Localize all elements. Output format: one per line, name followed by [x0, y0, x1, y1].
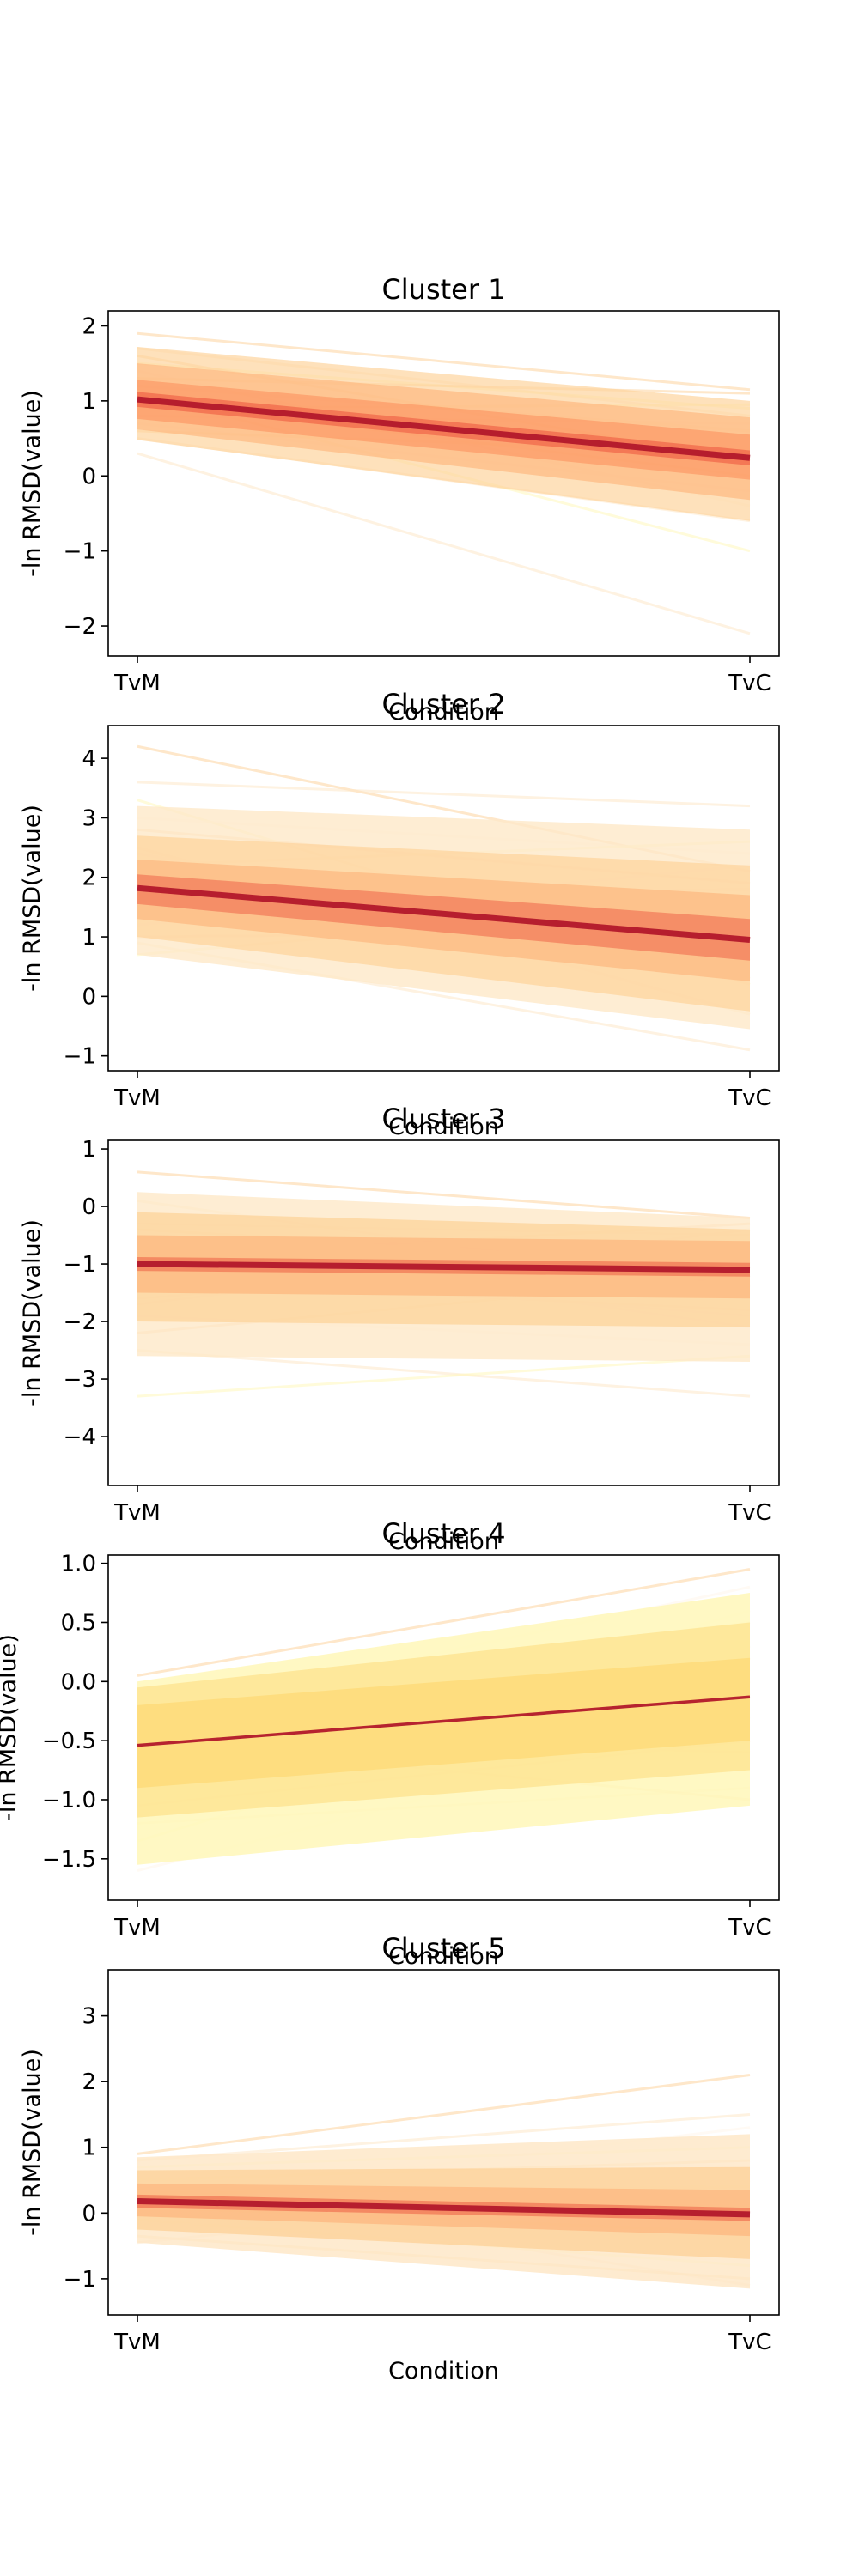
- sample-line: [137, 2074, 751, 2155]
- y-tick-label: 1: [82, 2136, 96, 2161]
- x-axis-label: Condition: [388, 1114, 499, 1140]
- y-tick-label: −1: [64, 1044, 96, 1070]
- y-tick-label: −1: [64, 2267, 96, 2293]
- y-tick-label: 1.0: [61, 1552, 96, 1577]
- y-axis-label: -ln RMSD(value): [19, 805, 46, 992]
- y-axis-label: -ln RMSD(value): [19, 2049, 46, 2236]
- mean-line: [137, 1695, 751, 1747]
- mean-line: [137, 396, 751, 461]
- y-tick-label: 1: [82, 389, 96, 415]
- x-axis-label: Condition: [388, 1528, 499, 1555]
- y-tick-label: 0: [82, 2201, 96, 2227]
- y-tick-label: −1: [64, 1252, 96, 1278]
- y-tick-label: 3: [82, 2004, 96, 2030]
- y-tick-label: 0: [82, 1194, 96, 1220]
- panel-title: Cluster 2: [381, 688, 505, 720]
- y-axis-label: -ln RMSD(value): [19, 1219, 46, 1406]
- y-tick-label: −4: [64, 1425, 96, 1450]
- y-tick-label: −3: [64, 1367, 96, 1393]
- y-axis-label: -ln RMSD(value): [19, 390, 46, 577]
- y-axis-label: -ln RMSD(value): [0, 1634, 21, 1821]
- x-tick-label: TvC: [728, 1915, 771, 1941]
- panel-title: Cluster 3: [381, 1103, 505, 1135]
- sample-line: [137, 1349, 751, 1398]
- mean-line: [137, 884, 751, 944]
- y-tick-label: 0.5: [61, 1610, 96, 1636]
- y-tick-label: 1: [82, 925, 96, 951]
- cluster-panel-5: −1 0 1 2 3 TvM TvC Condition -ln RMSD(value) Clus…: [19, 1932, 780, 2385]
- y-tick-label: −1.0: [42, 1788, 96, 1814]
- band-3: [137, 1657, 750, 1789]
- plot-area: [137, 2074, 751, 2289]
- cluster-panel-4: −1.5 −1.0 −0.5 0.0 0.5 1.0 TvM TvC Condition -ln …: [0, 1517, 780, 1970]
- panel-title: Cluster 1: [381, 273, 505, 306]
- x-tick-label: TvC: [728, 2330, 771, 2355]
- axes-frame: [107, 725, 780, 1072]
- y-tick-label: −1.5: [42, 1847, 96, 1873]
- cluster-panel-3: −4 −3 −2 −1 0 1 TvM TvC Condition -ln RMSD(value)…: [19, 1103, 780, 1555]
- axes-frame: [107, 1969, 780, 2316]
- y-tick-label: 1: [82, 1137, 96, 1163]
- y-tick-label: 3: [82, 805, 96, 831]
- axes-frame: [107, 310, 780, 657]
- x-tick-label: TvC: [728, 1500, 771, 1526]
- sample-line: [137, 1354, 751, 1398]
- sample-line: [137, 2112, 751, 2162]
- y-tick-label: 0: [82, 984, 96, 1010]
- y-tick-label: −1: [64, 539, 96, 565]
- y-tick-label: 2: [82, 2069, 96, 2095]
- x-tick-label: TvC: [728, 1085, 771, 1111]
- cluster-panel-2: −1 0 1 2 3 4 TvM TvC Condition -ln RMSD(value) Clu…: [19, 688, 780, 1140]
- plot-area: [137, 1568, 751, 1873]
- y-tick-label: −2: [64, 614, 96, 640]
- x-tick-label: TvM: [113, 671, 161, 696]
- sample-line: [137, 331, 751, 392]
- plot-area: [137, 1170, 751, 1398]
- mean-line: [137, 1261, 751, 1273]
- y-tick-label: −2: [64, 1309, 96, 1335]
- y-tick-label: 2: [82, 866, 96, 891]
- x-tick-label: TvM: [113, 1085, 161, 1111]
- x-tick-label: TvM: [113, 2330, 161, 2355]
- x-axis-label: Condition: [388, 2358, 499, 2385]
- x-tick-label: TvC: [728, 671, 771, 696]
- panel-title: Cluster 4: [381, 1517, 505, 1550]
- mean-line: [137, 2198, 751, 2218]
- axes-frame: [107, 1554, 780, 1901]
- y-tick-label: 2: [82, 313, 96, 339]
- x-tick-label: TvM: [113, 1500, 161, 1526]
- panel-title: Cluster 5: [381, 1932, 505, 1965]
- plot-area: [137, 744, 751, 1052]
- band-4: [137, 874, 750, 961]
- x-axis-label: Condition: [388, 1943, 499, 1970]
- sample-line: [137, 1568, 751, 1677]
- y-tick-label: −0.5: [42, 1728, 96, 1754]
- sample-line: [137, 1170, 751, 1219]
- axes-frame: [107, 1139, 780, 1486]
- x-axis-label: Condition: [388, 699, 499, 726]
- y-tick-label: 0.0: [61, 1669, 96, 1695]
- cluster-panel-1: −2 −1 0 1 2 TvM TvC Condition -ln RMSD(value) Clu…: [19, 273, 780, 726]
- y-tick-label: 4: [82, 746, 96, 772]
- x-tick-label: TvM: [113, 1915, 161, 1941]
- sample-line: [137, 781, 751, 808]
- plot-area: [137, 331, 751, 635]
- sample-line: [137, 452, 751, 635]
- y-tick-label: 0: [82, 464, 96, 489]
